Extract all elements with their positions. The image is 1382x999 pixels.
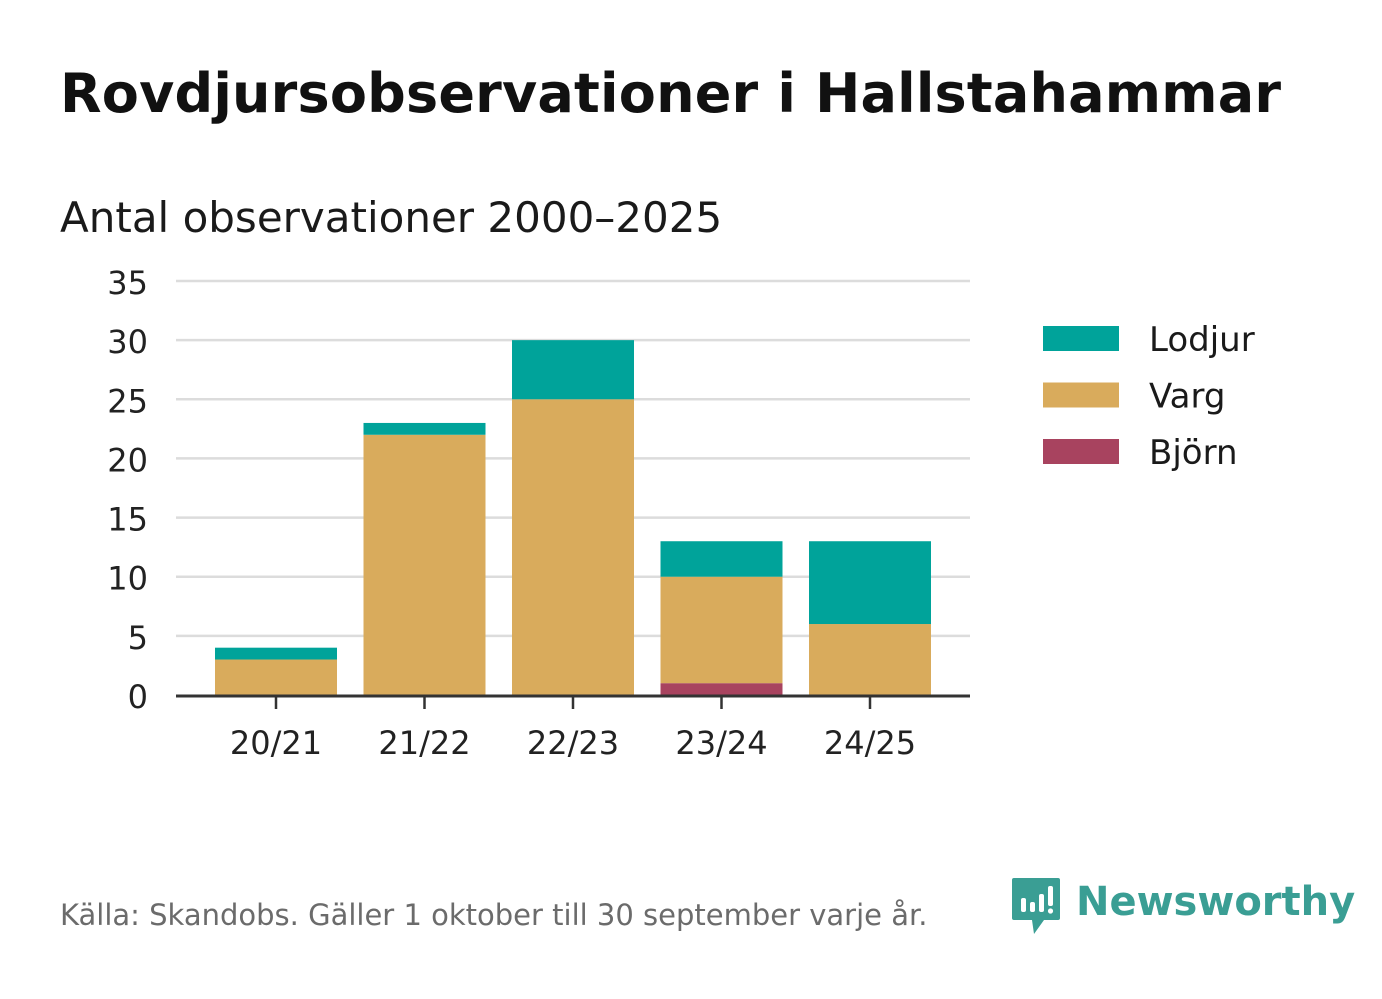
newsworthy-logo-icon <box>1012 878 1060 934</box>
y-tick-label: 5 <box>128 619 148 657</box>
chart-subtitle: Antal observationer 2000–2025 <box>60 193 723 242</box>
y-tick-label: 30 <box>107 323 148 361</box>
stacked-bar-chart: 0 5 10 15 20 25 30 35 20/21 21/22 22/23 23/24 24/25 L… <box>107 264 1255 762</box>
y-tick-label: 35 <box>107 264 148 302</box>
brand-name: Newsworthy <box>1076 879 1356 925</box>
x-tick-label: 21/22 <box>378 724 470 762</box>
x-tick-label: 20/21 <box>230 724 322 762</box>
legend-swatch-lodjur <box>1043 326 1119 351</box>
bar-lodjur-24/25 <box>809 541 931 625</box>
bar-varg-22/23 <box>512 399 634 695</box>
y-tick-label: 25 <box>107 382 148 420</box>
bar-lodjur-21/22 <box>363 422 486 435</box>
chart-title: Rovdjursobservationer i Hallstahammar <box>60 62 1282 125</box>
legend-label-lodjur: Lodjur <box>1149 320 1255 360</box>
bar-varg-24/25 <box>809 624 931 695</box>
x-tick-label: 23/24 <box>675 724 767 762</box>
bar-varg-21/22 <box>363 434 486 695</box>
y-tick-label: 0 <box>128 678 148 716</box>
bar-lodjur-20/21 <box>215 647 337 660</box>
bar-lodjur-22/23 <box>512 340 634 400</box>
bar-lodjur-23/24 <box>660 541 783 577</box>
y-tick-label: 10 <box>107 560 148 598</box>
x-tick-label: 22/23 <box>527 724 619 762</box>
x-tick-label: 24/25 <box>824 724 916 762</box>
bar-björn-23/24 <box>660 683 783 695</box>
legend-label-varg: Varg <box>1149 377 1225 417</box>
legend-swatch-varg <box>1043 382 1119 408</box>
y-tick-label: 20 <box>107 441 148 479</box>
newsworthy-brand: Newsworthy <box>1010 876 1355 946</box>
bar-varg-23/24 <box>660 576 783 684</box>
bar-varg-20/21 <box>215 659 337 695</box>
source-note: Källa: Skandobs. Gäller 1 oktober till 3… <box>60 898 928 932</box>
legend-swatch-björn <box>1043 439 1119 464</box>
legend-label-björn: Björn <box>1149 433 1238 473</box>
y-tick-label: 15 <box>107 501 148 539</box>
